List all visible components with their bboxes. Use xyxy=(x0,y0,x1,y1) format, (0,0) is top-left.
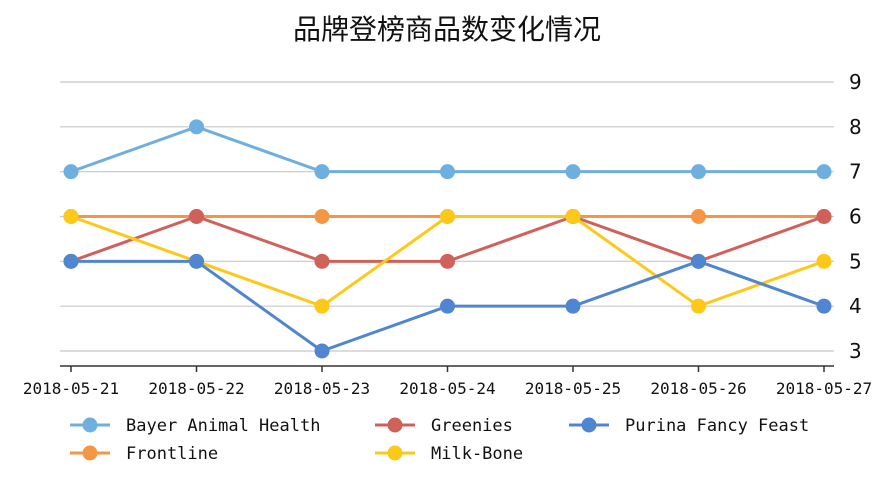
legend-label-bayer-animal-health: Bayer Animal Health xyxy=(126,416,320,436)
legend-item-bayer-animal-health[interactable]: Bayer Animal Health xyxy=(70,416,320,436)
data-point-milk-bone-3 xyxy=(440,209,455,224)
data-point-purina-fancy-feast-0 xyxy=(63,253,79,269)
data-point-greenies-6 xyxy=(816,209,832,224)
data-point-purina-fancy-feast-5 xyxy=(691,253,706,269)
y-axis-ticks: 3 4 5 6 7 8 9 xyxy=(849,70,862,363)
data-point-purina-fancy-feast-6 xyxy=(816,298,832,314)
legend-swatch-marker xyxy=(387,417,403,433)
legend[interactable]: Bayer Animal Health Frontline Greenies Milk… xyxy=(70,416,809,464)
legend-swatch-marker xyxy=(581,417,597,433)
data-point-bayer-animal-health-5 xyxy=(691,164,706,180)
x-tick-label-2018-05-25: 2018-05-25 xyxy=(525,379,621,398)
y-tick-label-8: 8 xyxy=(849,115,862,139)
legend-label-greenies: Greenies xyxy=(431,416,513,436)
data-point-bayer-animal-health-0 xyxy=(63,164,79,180)
legend-item-greenies[interactable]: Greenies xyxy=(375,416,513,436)
x-axis-ticks: 2018-05-21 2018-05-22 2018-05-23 2018-05-24… xyxy=(23,366,872,398)
legend-item-milk-bone[interactable]: Milk-Bone xyxy=(375,444,523,464)
data-point-bayer-animal-health-1 xyxy=(189,119,204,135)
legend-label-purina-fancy-feast: Purina Fancy Feast xyxy=(625,416,809,436)
data-point-purina-fancy-feast-3 xyxy=(440,298,455,314)
y-tick-label-4: 4 xyxy=(849,294,862,318)
data-point-purina-fancy-feast-2 xyxy=(314,343,330,359)
y-tick-label-3: 3 xyxy=(849,339,862,363)
data-point-frontline-5 xyxy=(691,209,706,224)
data-point-milk-bone-6 xyxy=(816,253,832,269)
data-point-greenies-3 xyxy=(440,253,455,269)
legend-item-frontline[interactable]: Frontline xyxy=(70,444,218,464)
y-tick-label-7: 7 xyxy=(849,160,862,184)
x-tick-label-2018-05-23: 2018-05-23 xyxy=(274,379,370,398)
data-point-purina-fancy-feast-1 xyxy=(189,253,204,269)
y-tick-label-5: 5 xyxy=(849,249,862,273)
legend-label-frontline: Frontline xyxy=(126,444,218,464)
legend-swatch-marker xyxy=(82,417,98,433)
data-point-milk-bone-4 xyxy=(565,209,581,224)
data-point-greenies-2 xyxy=(314,253,330,269)
data-point-bayer-animal-health-4 xyxy=(565,164,581,180)
series-purina-fancy-feast xyxy=(63,253,832,359)
y-tick-label-6: 6 xyxy=(849,205,862,229)
series-bayer-animal-health xyxy=(63,119,832,180)
chart-title: 品牌登榜商品数变化情况 xyxy=(292,13,601,46)
data-point-greenies-1 xyxy=(189,209,204,224)
data-point-milk-bone-0 xyxy=(63,209,79,224)
legend-label-milk-bone: Milk-Bone xyxy=(431,444,523,464)
series-lines xyxy=(63,119,832,359)
legend-item-purina-fancy-feast[interactable]: Purina Fancy Feast xyxy=(569,416,809,436)
data-point-bayer-animal-health-3 xyxy=(440,164,455,180)
x-tick-label-2018-05-27: 2018-05-27 xyxy=(776,379,872,398)
data-point-purina-fancy-feast-4 xyxy=(565,298,581,314)
legend-swatch-marker xyxy=(387,445,403,461)
x-tick-label-2018-05-26: 2018-05-26 xyxy=(650,379,746,398)
legend-swatch-marker xyxy=(82,445,98,461)
x-tick-label-2018-05-24: 2018-05-24 xyxy=(399,379,495,398)
data-point-milk-bone-5 xyxy=(691,298,706,314)
y-tick-label-9: 9 xyxy=(849,70,862,94)
x-tick-label-2018-05-22: 2018-05-22 xyxy=(148,379,244,398)
data-point-milk-bone-2 xyxy=(314,298,330,314)
x-tick-label-2018-05-21: 2018-05-21 xyxy=(23,379,119,398)
data-point-frontline-2 xyxy=(314,209,330,224)
data-point-bayer-animal-health-6 xyxy=(816,164,832,180)
data-point-bayer-animal-health-2 xyxy=(314,164,330,180)
